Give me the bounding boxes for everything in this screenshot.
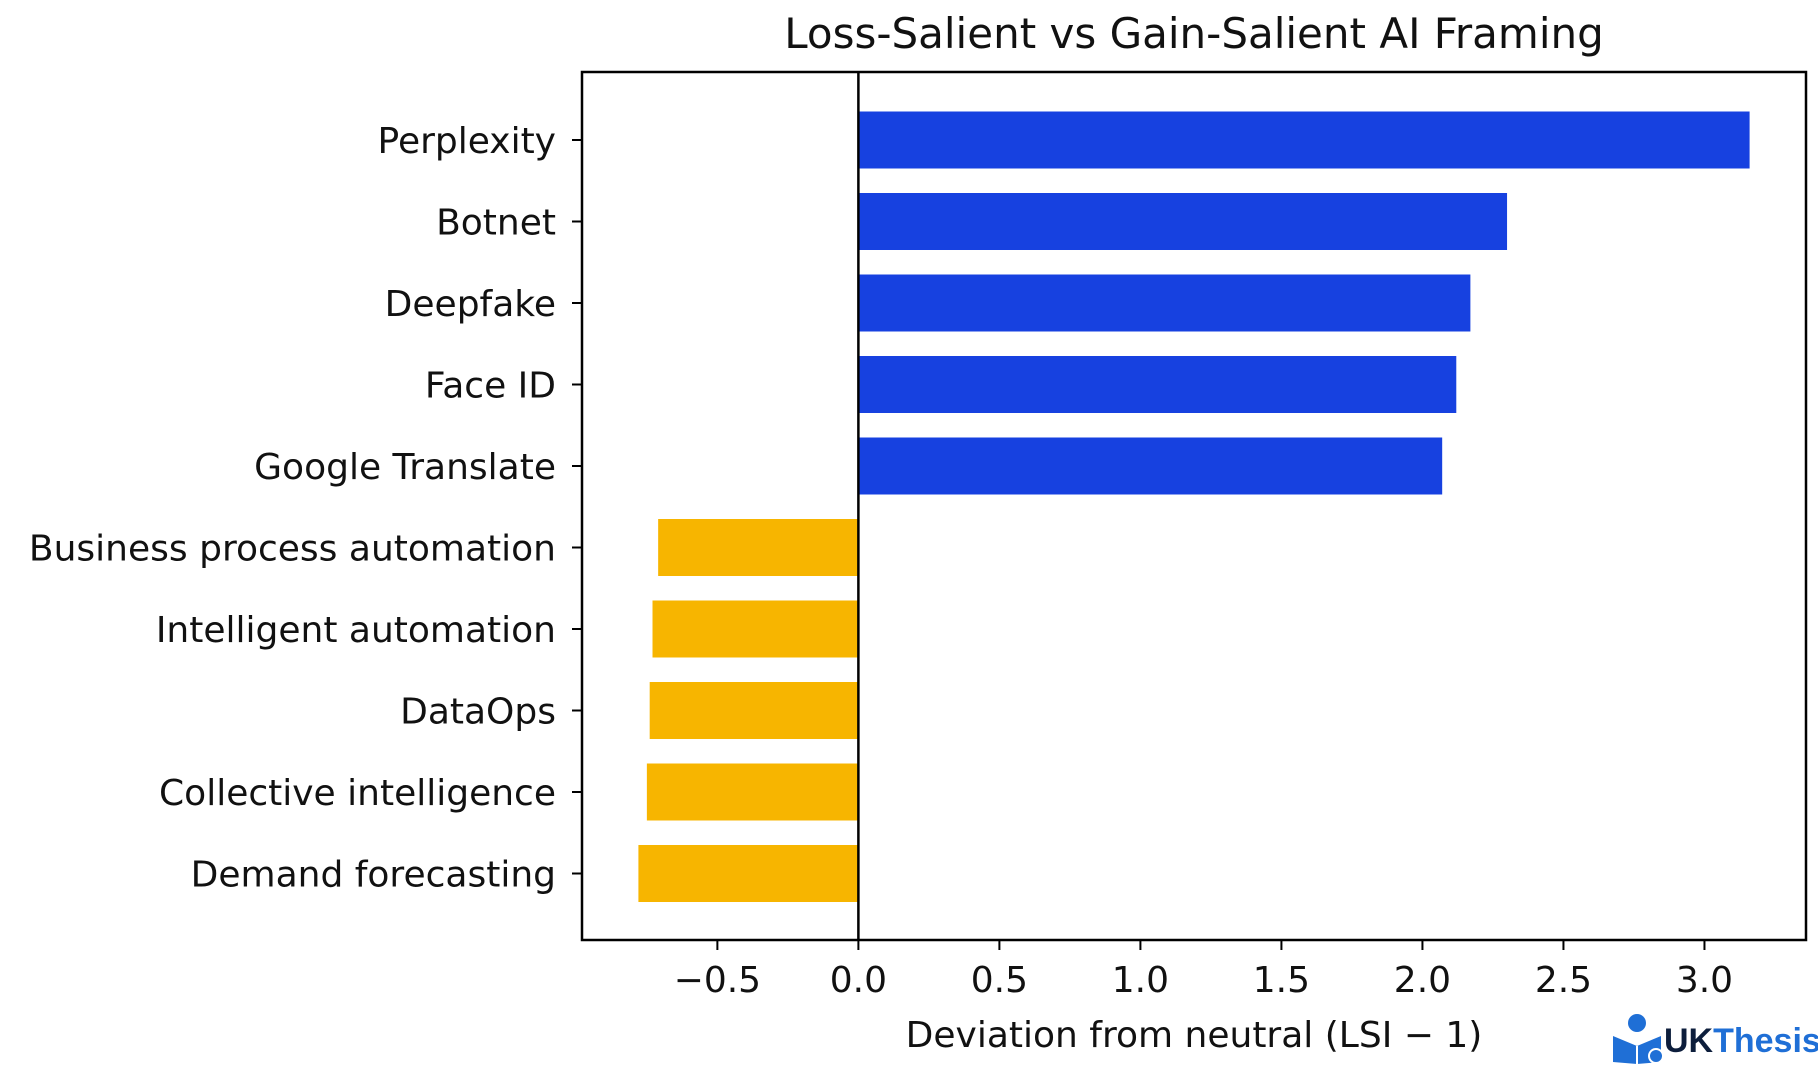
bar-business-process-automation [658, 519, 859, 576]
x-tick-label: 1.5 [1253, 960, 1310, 1001]
y-tick-label: Collective intelligence [159, 773, 556, 814]
ukthesis-logo: UKThesis [1613, 1014, 1818, 1064]
x-tick-label: 1.0 [1112, 960, 1169, 1001]
x-tick-label: −0.5 [674, 960, 761, 1001]
logo-text: UKThesis [1664, 1022, 1818, 1060]
y-tick-label: DataOps [400, 692, 556, 733]
bars-layer [638, 111, 1750, 902]
x-tick-label: 0.0 [830, 960, 887, 1001]
y-tick-label: Botnet [436, 203, 556, 244]
y-tick-label: Deepfake [385, 284, 556, 325]
x-axis-label: Deviation from neutral (LSI − 1) [906, 1015, 1483, 1056]
y-tick-label: Google Translate [254, 447, 556, 488]
bar-face-id [858, 356, 1457, 413]
y-tick-label: Demand forecasting [191, 855, 556, 896]
y-tick-label: Business process automation [29, 529, 556, 570]
bar-dataops [649, 682, 859, 739]
bar-deepfake [858, 274, 1471, 332]
y-tick-label: Perplexity [378, 121, 556, 162]
x-tick-label: 0.5 [971, 960, 1028, 1001]
plot-frame [580, 70, 1808, 942]
graduate-book-icon [1613, 1014, 1664, 1064]
y-tick-label: Face ID [425, 366, 556, 407]
x-tick-label: 2.5 [1535, 960, 1592, 1001]
bar-perplexity [858, 111, 1750, 169]
y-axis-ticks: Perplexity Botnet Deepfake Face ID Google Tr… [29, 121, 582, 896]
bar-google-translate [858, 437, 1443, 495]
bar-intelligent-automation [652, 600, 859, 658]
bar-collective-intelligence [646, 763, 859, 821]
x-tick-label: 3.0 [1676, 960, 1733, 1001]
chart-title: Loss-Salient vs Gain-Salient AI Framing [784, 9, 1604, 58]
y-tick-label: Intelligent automation [156, 610, 556, 651]
logo-text-uk: UK [1664, 1022, 1714, 1060]
bar-botnet [858, 193, 1508, 250]
x-tick-label: 2.0 [1394, 960, 1451, 1001]
logo-text-thesis: Thesis [1713, 1022, 1818, 1060]
x-axis-ticks: −0.5 0.0 0.5 1.0 1.5 2.0 2.5 3.0 [674, 940, 1733, 1001]
bar-demand-forecasting [638, 845, 859, 902]
